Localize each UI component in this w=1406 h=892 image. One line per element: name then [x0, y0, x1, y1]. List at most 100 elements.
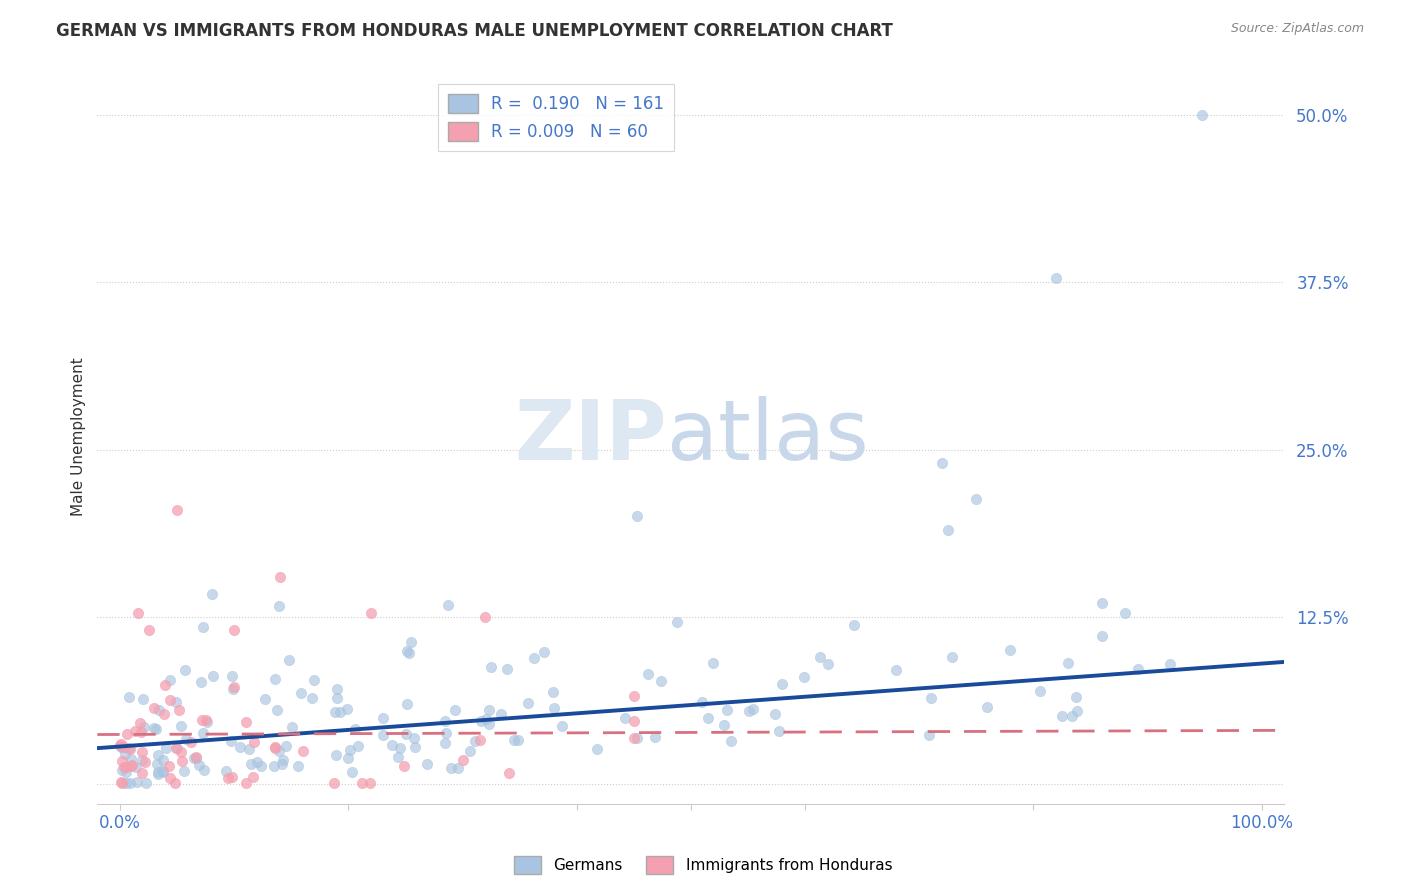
- Text: atlas: atlas: [666, 396, 869, 476]
- Point: [440, 761, 463, 775]
- Point: [690, 695, 713, 709]
- Point: [267, 744, 290, 758]
- Point: [174, 732, 197, 747]
- Point: [506, 732, 529, 747]
- Point: [118, 690, 141, 704]
- Text: Source: ZipAtlas.com: Source: ZipAtlas.com: [1230, 22, 1364, 36]
- Point: [474, 609, 496, 624]
- Point: [793, 670, 815, 684]
- Point: [152, 753, 174, 767]
- Point: [271, 756, 294, 771]
- Point: [533, 645, 555, 659]
- Point: [274, 739, 297, 753]
- Point: [131, 745, 153, 759]
- Point: [613, 711, 636, 725]
- Point: [1091, 629, 1114, 643]
- Point: [623, 689, 645, 703]
- Point: [398, 646, 420, 660]
- Point: [138, 623, 160, 637]
- Point: [336, 702, 359, 716]
- Point: [132, 691, 155, 706]
- Point: [146, 764, 169, 779]
- Point: [250, 759, 273, 773]
- Point: [644, 731, 666, 745]
- Point: [713, 718, 735, 732]
- Point: [437, 598, 460, 612]
- Point: [1057, 657, 1080, 671]
- Point: [200, 587, 222, 601]
- Point: [134, 755, 156, 769]
- Point: [235, 775, 257, 789]
- Point: [498, 766, 520, 780]
- Point: [770, 676, 793, 690]
- Point: [243, 735, 266, 749]
- Point: [1064, 690, 1087, 704]
- Point: [111, 775, 134, 789]
- Point: [371, 728, 394, 742]
- Point: [167, 703, 190, 717]
- Point: [479, 659, 502, 673]
- Point: [586, 741, 609, 756]
- Point: [131, 753, 153, 767]
- Point: [238, 742, 260, 756]
- Point: [124, 723, 146, 738]
- Point: [1000, 643, 1022, 657]
- Point: [1060, 708, 1083, 723]
- Point: [125, 774, 148, 789]
- Point: [143, 721, 166, 735]
- Legend: R =  0.190   N = 161, R = 0.009   N = 60: R = 0.190 N = 161, R = 0.009 N = 60: [439, 84, 675, 151]
- Point: [496, 662, 519, 676]
- Point: [347, 739, 370, 753]
- Point: [159, 692, 181, 706]
- Point: [145, 722, 167, 736]
- Point: [1066, 704, 1088, 718]
- Point: [114, 775, 136, 789]
- Point: [190, 713, 212, 727]
- Point: [626, 731, 648, 745]
- Point: [326, 681, 349, 696]
- Point: [110, 737, 132, 751]
- Point: [191, 620, 214, 634]
- Point: [264, 672, 287, 686]
- Point: [470, 733, 492, 747]
- Point: [125, 760, 148, 774]
- Point: [389, 741, 412, 756]
- Point: [458, 744, 481, 758]
- Point: [941, 650, 963, 665]
- Point: [325, 705, 347, 719]
- Point: [702, 656, 724, 670]
- Point: [931, 456, 953, 470]
- Point: [817, 657, 839, 671]
- Point: [170, 745, 193, 759]
- Point: [152, 764, 174, 779]
- Point: [239, 756, 262, 771]
- Point: [1045, 271, 1067, 285]
- Point: [118, 742, 141, 756]
- Point: [434, 714, 457, 728]
- Point: [392, 759, 415, 773]
- Point: [155, 741, 177, 756]
- Point: [402, 731, 425, 745]
- Point: [650, 674, 672, 689]
- Point: [301, 690, 323, 705]
- Point: [340, 764, 363, 779]
- Point: [844, 618, 866, 632]
- Point: [117, 727, 139, 741]
- Point: [155, 678, 177, 692]
- Point: [112, 759, 135, 773]
- Text: GERMAN VS IMMIGRANTS FROM HONDURAS MALE UNEMPLOYMENT CORRELATION CHART: GERMAN VS IMMIGRANTS FROM HONDURAS MALE …: [56, 22, 893, 40]
- Point: [434, 736, 457, 750]
- Point: [523, 651, 546, 665]
- Point: [474, 712, 496, 726]
- Y-axis label: Male Unemployment: Male Unemployment: [72, 357, 86, 516]
- Point: [323, 775, 346, 789]
- Point: [224, 680, 246, 694]
- Point: [720, 733, 742, 747]
- Point: [135, 775, 157, 789]
- Point: [183, 751, 205, 765]
- Point: [763, 706, 786, 721]
- Point: [371, 711, 394, 725]
- Point: [221, 669, 243, 683]
- Point: [491, 706, 513, 721]
- Point: [120, 752, 142, 766]
